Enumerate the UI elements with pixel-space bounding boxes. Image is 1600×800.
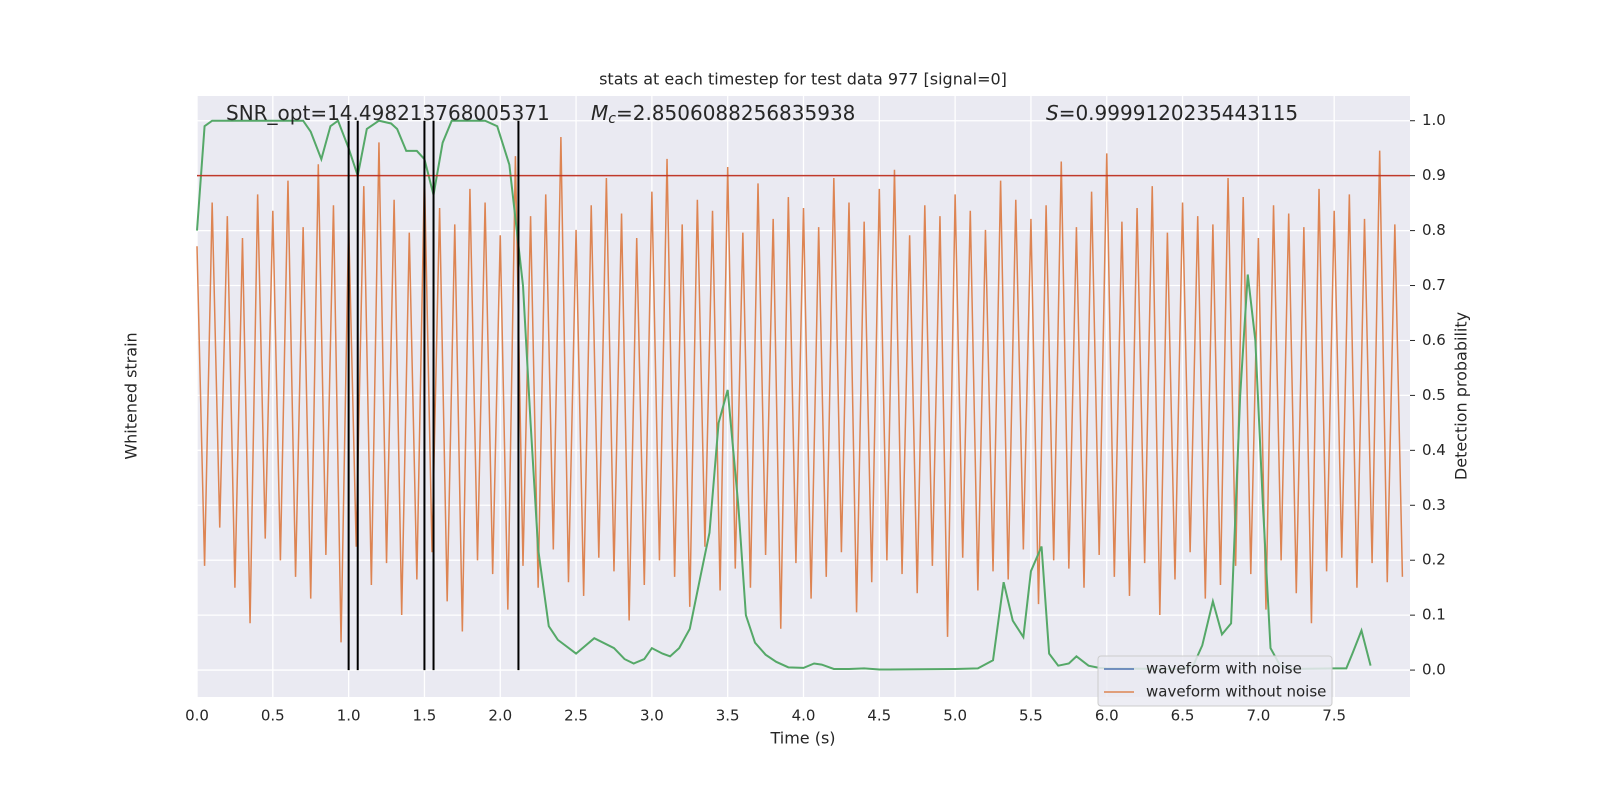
annotation-symbol: S [1046,101,1059,125]
x-tick-label: 2.5 [564,707,588,725]
annotation: S=0.9999120235443115 [1046,101,1298,125]
x-tick-label: 0.0 [185,707,209,725]
annotation-text: =2.8506088256835938 [616,101,855,125]
x-tick-label: 4.5 [867,707,891,725]
x-tick-label: 0.5 [261,707,285,725]
annotation-symbol: M [591,101,608,125]
series-line [196,136,1404,643]
annotation-subscript: c [608,111,616,127]
annotation: SNR_opt=14.498213768005371 [226,101,550,125]
x-tick-label: 7.0 [1246,707,1270,725]
annotation-text: =0.9999120235443115 [1059,101,1298,125]
annotation: Mc=2.8506088256835938 [591,101,855,128]
chart-title: stats at each timestep for test data 977… [599,70,1007,89]
x-tick-label: 3.0 [640,707,664,725]
series-line [196,119,1372,671]
y2-tick-label: 0.3 [1422,496,1446,514]
annotation-text: SNR_opt=14.498213768005371 [226,101,550,125]
x-tick-label: 2.0 [488,707,512,725]
y2-tick-label: 0.6 [1422,331,1446,349]
x-tick-label: 7.5 [1322,707,1346,725]
legend-label: waveform with noise [1146,660,1302,678]
legend-label: waveform without noise [1146,683,1326,701]
legend-box [1097,655,1333,707]
x-tick-label: 4.0 [792,707,816,725]
x-tick-label: 3.5 [716,707,740,725]
y2-tick-label: 0.5 [1422,386,1446,404]
x-tick-label: 5.5 [1019,707,1043,725]
y2-tick-label: 0.4 [1422,441,1446,459]
y2-tick-label: 0.7 [1422,276,1446,294]
x-axis-label: Time (s) [769,729,835,748]
y2-tick-label: 1.0 [1422,111,1446,129]
x-tick-label: 5.0 [943,707,967,725]
y2-axis-label: Detection probability [1452,312,1471,480]
y-axis-label: Whitened strain [122,332,141,459]
y2-tick-label: 0.0 [1422,661,1446,679]
x-tick-label: 1.5 [413,707,437,725]
x-tick-label: 6.5 [1171,707,1195,725]
y2-tick-label: 0.1 [1422,606,1446,624]
x-tick-label: 1.0 [337,707,361,725]
y2-tick-label: 0.8 [1422,221,1446,239]
x-tick-label: 6.0 [1095,707,1119,725]
y2-tick-label: 0.9 [1422,166,1446,184]
y2-tick-label: 0.2 [1422,551,1446,569]
